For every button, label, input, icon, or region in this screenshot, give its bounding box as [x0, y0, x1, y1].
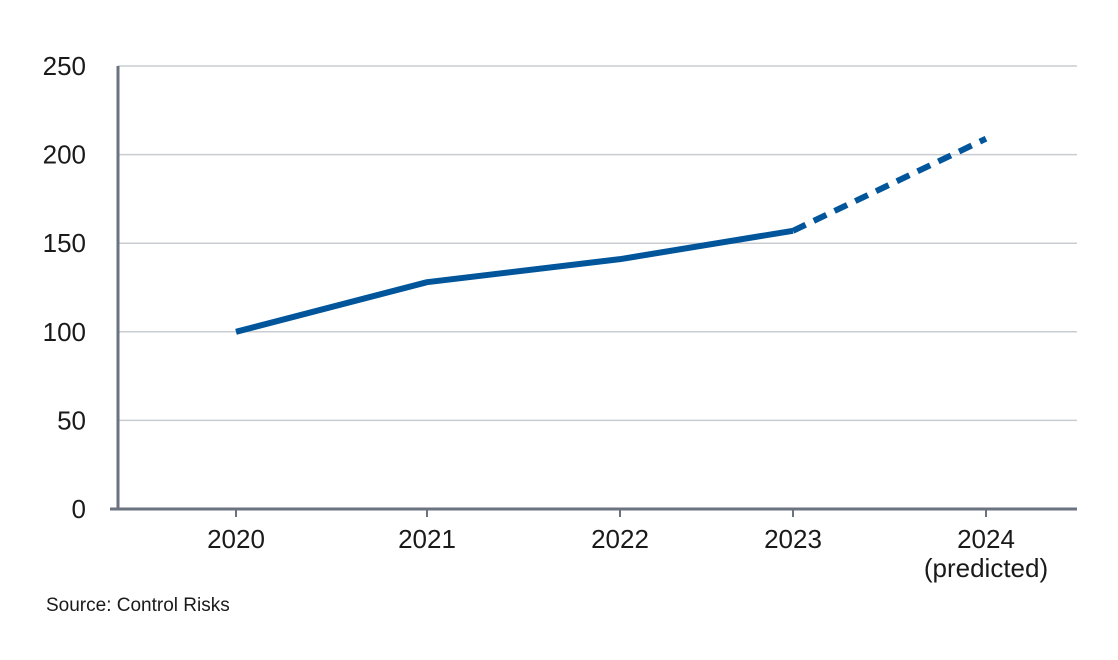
- x-tick-label-1: 2021: [398, 524, 456, 554]
- y-tick-label-100: 100: [43, 317, 86, 347]
- series-line-actual: [235, 227, 794, 335]
- series-line-predicted: [791, 135, 988, 234]
- x-tick-label-0: 2020: [207, 524, 265, 554]
- y-tick-label-200: 200: [43, 140, 86, 170]
- y-axis-ticks: 0 50 100 150 200 250: [43, 51, 86, 524]
- x-tick-label-line: 2022: [591, 524, 649, 554]
- x-tick-label-line: 2024: [957, 524, 1015, 554]
- line-chart: 0 50 100 150 200 250 2020 2021 2022 2023 2024 (pre…: [43, 51, 1077, 583]
- x-tick-label-line: 2023: [764, 524, 822, 554]
- y-tick-label-50: 50: [57, 405, 86, 435]
- x-tick-label-4: 2024 (predicted): [924, 524, 1048, 583]
- x-axis-ticks: 2020 2021 2022 2023 2024 (predicted): [207, 509, 1048, 583]
- x-tick-label-line: (predicted): [924, 553, 1048, 583]
- x-tick-label-line: 2021: [398, 524, 456, 554]
- x-tick-label-2: 2022: [591, 524, 649, 554]
- grid-lines: [118, 65, 1077, 422]
- source-note: Source: Control Risks: [46, 595, 230, 616]
- x-tick-label-line: 2020: [207, 524, 265, 554]
- x-tick-label-3: 2023: [764, 524, 822, 554]
- series-group: [235, 135, 988, 335]
- y-tick-label-150: 150: [43, 228, 86, 258]
- y-tick-label-250: 250: [43, 51, 86, 81]
- y-tick-label-0: 0: [72, 494, 86, 524]
